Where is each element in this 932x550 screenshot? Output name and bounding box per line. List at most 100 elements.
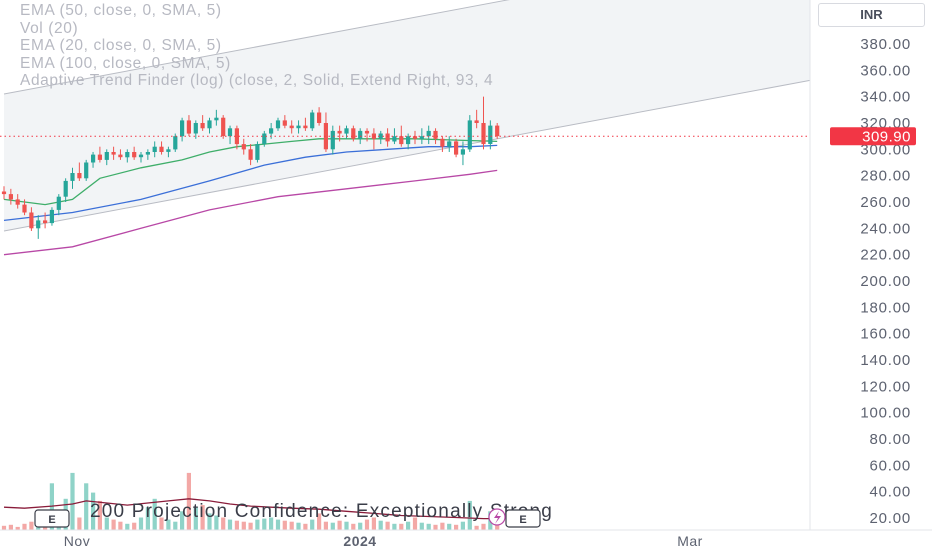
lightning-icon[interactable] xyxy=(488,508,506,526)
candle[interactable] xyxy=(186,115,191,137)
candle[interactable] xyxy=(426,125,431,145)
candle-body xyxy=(289,125,294,129)
volume-bar xyxy=(214,515,219,530)
candle[interactable] xyxy=(392,128,397,145)
volume-bar xyxy=(330,522,335,530)
candle[interactable] xyxy=(323,112,328,152)
candle[interactable] xyxy=(166,146,171,158)
candle[interactable] xyxy=(138,151,144,163)
candle[interactable] xyxy=(159,141,164,155)
candle[interactable] xyxy=(91,151,96,168)
x-tick-label: 2024 xyxy=(343,533,376,549)
candle[interactable] xyxy=(234,125,239,150)
candle[interactable] xyxy=(97,146,102,163)
candle[interactable] xyxy=(364,128,370,142)
candle[interactable] xyxy=(351,125,356,142)
candle[interactable] xyxy=(289,120,294,134)
candle[interactable] xyxy=(193,120,198,139)
candle-body xyxy=(454,141,459,155)
candle[interactable] xyxy=(467,115,472,152)
candle[interactable] xyxy=(474,109,479,129)
currency-badge[interactable]: INR xyxy=(818,3,925,27)
candle[interactable] xyxy=(282,115,287,129)
volume-bar xyxy=(227,519,233,530)
candle[interactable] xyxy=(454,138,459,158)
volume-bar xyxy=(406,521,411,530)
candle[interactable] xyxy=(433,128,438,145)
candle[interactable] xyxy=(214,109,219,126)
candle[interactable] xyxy=(481,96,486,150)
candle[interactable] xyxy=(447,136,452,152)
candle[interactable] xyxy=(275,117,281,131)
candle[interactable] xyxy=(125,149,130,163)
candle[interactable] xyxy=(15,194,20,209)
candle[interactable] xyxy=(132,146,137,160)
candle[interactable] xyxy=(145,149,150,160)
earnings-marker-1[interactable]: E xyxy=(34,509,70,528)
candle[interactable] xyxy=(419,128,424,145)
candle[interactable] xyxy=(36,215,41,239)
candle[interactable] xyxy=(303,117,308,131)
candle[interactable] xyxy=(49,207,54,226)
candle-body xyxy=(330,130,335,150)
candle[interactable] xyxy=(22,199,27,216)
candle[interactable] xyxy=(200,115,205,131)
candle[interactable] xyxy=(70,167,75,189)
candle[interactable] xyxy=(378,130,383,145)
x-tick-label: Mar xyxy=(677,533,703,549)
volume-bar xyxy=(91,492,96,530)
candle[interactable] xyxy=(29,207,34,231)
candle-body xyxy=(323,123,328,150)
y-tick-label: 240.00 xyxy=(860,220,911,237)
volume-bar xyxy=(323,521,328,530)
candle-body xyxy=(200,123,205,129)
candle[interactable] xyxy=(56,194,61,216)
candle[interactable] xyxy=(488,120,493,150)
candle[interactable] xyxy=(406,133,411,150)
candle[interactable] xyxy=(111,146,116,160)
candle[interactable] xyxy=(152,141,157,158)
volume-bar xyxy=(29,521,34,530)
candle[interactable] xyxy=(173,133,178,152)
candle[interactable] xyxy=(241,138,246,155)
candle[interactable] xyxy=(310,109,315,131)
candle[interactable] xyxy=(63,178,68,202)
candle-body xyxy=(77,173,82,179)
volume-bar xyxy=(289,521,294,530)
candle[interactable] xyxy=(180,117,185,142)
candle[interactable] xyxy=(495,123,500,139)
candle[interactable] xyxy=(207,117,212,134)
candle[interactable] xyxy=(118,149,123,160)
candle[interactable] xyxy=(255,141,260,163)
trend-channel-lower xyxy=(3,79,810,232)
candle[interactable] xyxy=(385,128,390,147)
candle[interactable] xyxy=(296,120,301,134)
volume-bar xyxy=(364,519,370,530)
earnings-box xyxy=(34,509,70,528)
candle[interactable] xyxy=(84,159,89,181)
candle[interactable] xyxy=(43,212,48,229)
candle[interactable] xyxy=(262,130,267,147)
candle-body xyxy=(241,144,246,150)
candle-body xyxy=(406,136,411,145)
candle-body xyxy=(36,220,41,229)
candle[interactable] xyxy=(1,186,7,200)
candle[interactable] xyxy=(221,115,226,139)
candle[interactable] xyxy=(77,162,82,181)
candle[interactable] xyxy=(330,125,335,155)
y-tick-label: 160.00 xyxy=(860,326,911,343)
earnings-marker-2[interactable]: E xyxy=(505,509,541,528)
candle[interactable] xyxy=(104,149,109,166)
candle[interactable] xyxy=(248,144,253,166)
candle[interactable] xyxy=(317,107,322,126)
candle[interactable] xyxy=(8,188,13,205)
last-price-tag[interactable]: 309.90 xyxy=(830,127,916,146)
candle[interactable] xyxy=(412,130,418,145)
y-tick-label: 140.00 xyxy=(860,352,911,369)
candle-body xyxy=(364,130,370,134)
candle[interactable] xyxy=(227,125,233,145)
candle[interactable] xyxy=(440,136,445,152)
candle[interactable] xyxy=(460,141,465,166)
candle[interactable] xyxy=(337,125,342,142)
